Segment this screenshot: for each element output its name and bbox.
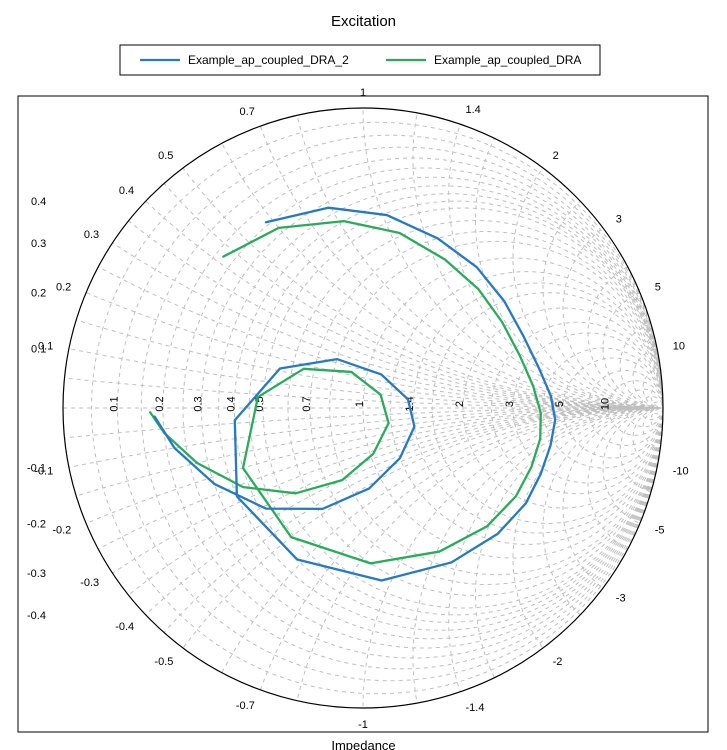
reactance-label: 10 [673, 340, 685, 352]
chart-title: Excitation [331, 13, 396, 30]
resistance-label: 3 [504, 401, 516, 407]
smith-grid [0, 0, 727, 750]
reactance-label: 3 [616, 213, 622, 225]
reactance-label: 2 [553, 150, 559, 162]
resistance-label: 0.2 [154, 396, 166, 411]
side-tick: 0.4 [31, 196, 46, 208]
reactance-label: 0.7 [240, 106, 255, 118]
reactance-label: -1.4 [465, 702, 484, 714]
reactance-label: -1 [358, 719, 368, 731]
reactance-label: -3 [616, 593, 626, 605]
resistance-label: 0.7 [301, 396, 313, 411]
smith-chart-svg: 0.1-0.10.2-0.20.3-0.30.4-0.40.1-0.10.2-0… [0, 0, 727, 750]
reactance-label: 0.1 [38, 340, 53, 352]
side-tick: -0.3 [27, 568, 46, 580]
resistance-label: 0.4 [225, 396, 237, 411]
reactance-label: -0.7 [236, 700, 255, 712]
resistance-label: 0.1 [109, 396, 121, 411]
reactance-label: -0.4 [115, 621, 134, 633]
side-tick: -0.4 [27, 610, 46, 622]
reactance-label: -5 [655, 525, 665, 537]
reactance-label: 0.2 [56, 281, 71, 293]
legend-label: Example_ap_coupled_DRA_2 [188, 53, 349, 67]
chart-container: 0.1-0.10.2-0.20.3-0.30.4-0.40.1-0.10.2-0… [0, 0, 727, 750]
side-tick: -0.2 [27, 518, 46, 530]
reactance-label: 0.3 [84, 229, 99, 241]
side-tick: 0.3 [31, 238, 46, 250]
resistance-label: 0.3 [192, 396, 204, 411]
resistance-label: 2 [454, 401, 466, 407]
x-axis-label: Impedance [331, 738, 395, 750]
reactance-label: 1.4 [465, 104, 480, 116]
reactance-label: -0.1 [34, 466, 53, 478]
reactance-label: -10 [673, 466, 689, 478]
side-tick: 0.2 [31, 288, 46, 300]
reactance-label: -2 [553, 656, 563, 668]
reactance-label: -0.2 [52, 525, 71, 537]
reactance-label: 1 [360, 87, 366, 99]
reactance-label: -0.3 [80, 577, 99, 589]
resistance-label: 5 [554, 401, 566, 407]
reactance-label: 0.5 [158, 150, 173, 162]
resistance-label: 1 [354, 401, 366, 407]
resistance-label: 10 [599, 398, 611, 410]
reactance-label: 0.4 [119, 185, 134, 197]
legend-label: Example_ap_coupled_DRA [434, 53, 581, 67]
reactance-label: -0.5 [154, 656, 173, 668]
reactance-label: 5 [655, 281, 661, 293]
